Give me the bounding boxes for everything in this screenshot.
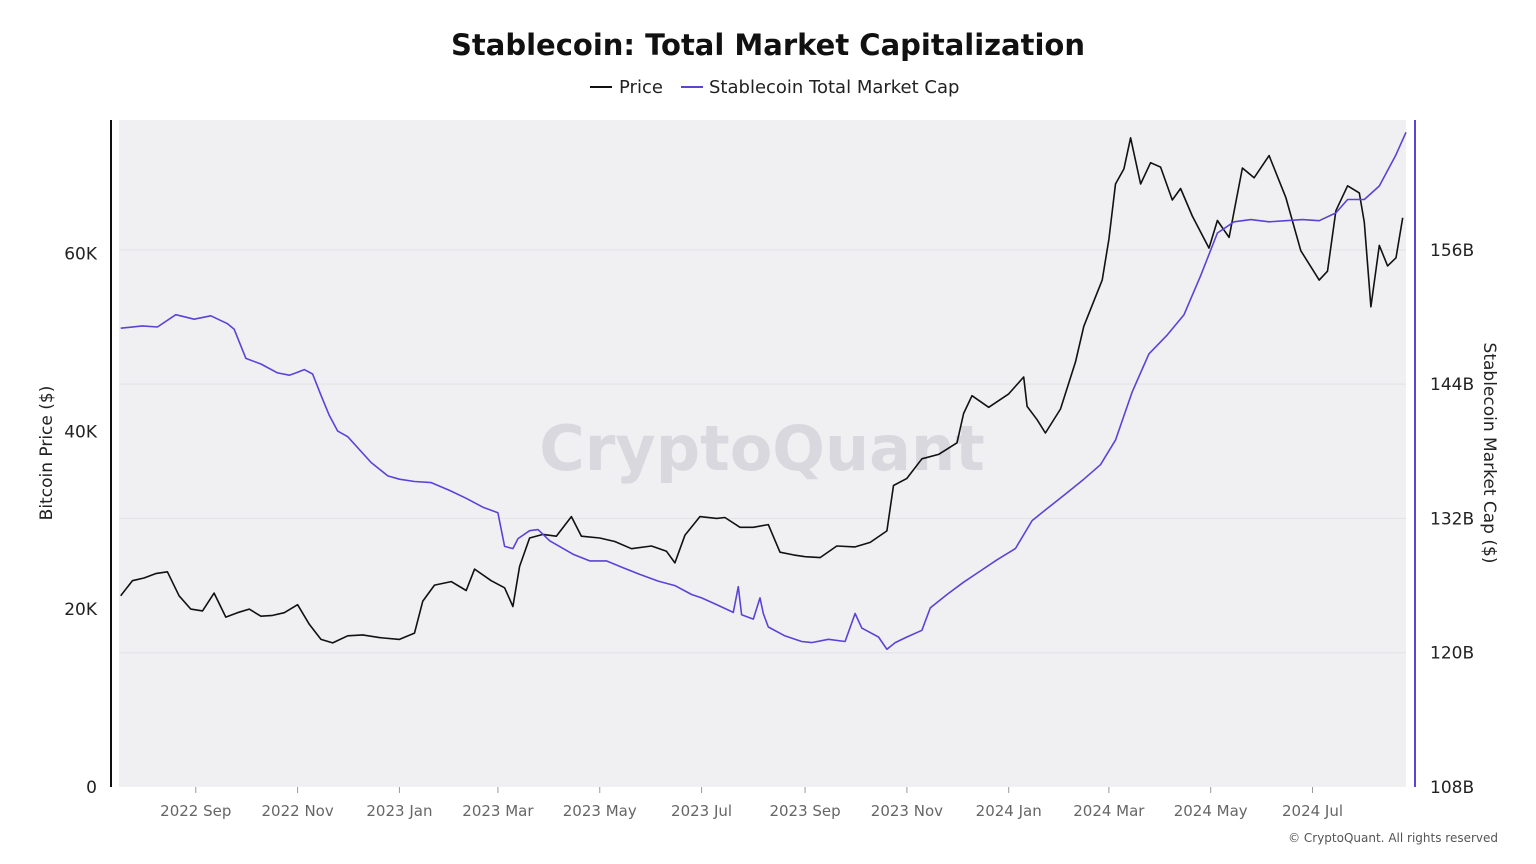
x-tick-label: 2024 Mar xyxy=(1073,802,1145,820)
chart-title: Stablecoin: Total Market Capitalization xyxy=(451,28,1085,62)
legend: Price Stablecoin Total Market Cap xyxy=(590,77,959,98)
copyright: © CryptoQuant. All rights reserved xyxy=(1288,831,1498,845)
x-tick-label: 2023 Jul xyxy=(671,802,732,820)
x-tick-label: 2024 Jan xyxy=(976,802,1042,820)
series-line-stablecoin xyxy=(120,131,1407,651)
left-tick-label: 40K xyxy=(64,422,98,442)
x-tick-label: 2023 Mar xyxy=(462,802,534,820)
right-axis-title: Stablecoin Market Cap ($) xyxy=(1479,343,1499,564)
left-tick-label: 0 xyxy=(86,778,97,798)
x-tick-label: 2023 Nov xyxy=(871,802,943,820)
left-tick-label: 20K xyxy=(64,600,98,620)
right-tick-label: 132B xyxy=(1430,509,1474,529)
right-tick-label: 108B xyxy=(1430,778,1474,798)
series-layer xyxy=(120,131,1407,651)
x-axis-ticks: 2022 Sep 2022 Nov 2023 Jan 2023 Mar 2023 May… xyxy=(160,787,1343,820)
legend-label-price: Price xyxy=(619,77,663,98)
grid-lines xyxy=(119,249,1406,654)
legend-item-stablecoin[interactable]: Stablecoin Total Market Cap xyxy=(681,77,959,98)
x-tick-label: 2022 Nov xyxy=(262,802,334,820)
x-tick-label: 2022 Sep xyxy=(160,802,231,820)
right-axis-ticks: 108B 120B 132B 144B 156B xyxy=(1430,241,1474,798)
watermark: CryptoQuant xyxy=(539,412,985,485)
x-tick-label: 2023 Jan xyxy=(366,802,432,820)
x-tick-label: 2023 Sep xyxy=(769,802,840,820)
left-axis-ticks: 0 20K 40K 60K xyxy=(64,244,98,798)
right-tick-label: 144B xyxy=(1430,375,1474,395)
x-tick-label: 2024 May xyxy=(1174,802,1248,820)
right-tick-label: 156B xyxy=(1430,241,1474,261)
x-tick-label: 2024 Jul xyxy=(1282,802,1343,820)
right-tick-label: 120B xyxy=(1430,644,1474,664)
plot-area xyxy=(119,120,1406,787)
left-axis-title: Bitcoin Price ($) xyxy=(37,386,57,521)
left-tick-label: 60K xyxy=(64,244,98,264)
legend-item-price[interactable]: Price xyxy=(590,77,663,98)
legend-label-stablecoin: Stablecoin Total Market Cap xyxy=(709,77,959,98)
series-line-price xyxy=(120,137,1404,644)
x-tick-label: 2023 May xyxy=(563,802,637,820)
